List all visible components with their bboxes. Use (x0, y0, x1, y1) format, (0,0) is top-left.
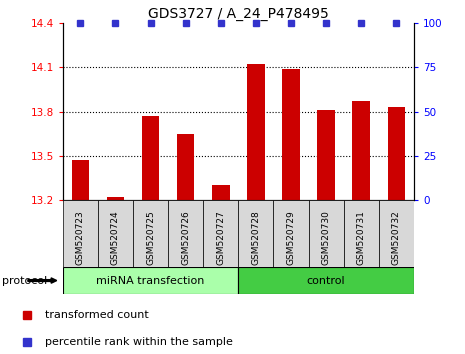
Bar (142, 116, 159, 200)
Text: GSM520732: GSM520732 (392, 210, 401, 265)
Text: GSM520728: GSM520728 (252, 210, 260, 265)
Text: GSM520724: GSM520724 (111, 210, 120, 265)
Bar (203, 200, 239, 267)
Bar (168, 200, 203, 267)
Bar (133, 200, 168, 267)
Bar (239, 200, 273, 267)
Bar (379, 200, 414, 267)
Bar (352, 101, 370, 200)
Text: GSM520727: GSM520727 (216, 210, 225, 265)
Text: miRNA transfection: miRNA transfection (96, 275, 205, 286)
Bar (63, 267, 239, 294)
Text: GSM520730: GSM520730 (322, 210, 331, 265)
Bar (72, 160, 89, 200)
Bar (98, 200, 133, 267)
Bar (106, 197, 124, 200)
Bar (282, 69, 300, 200)
Bar (344, 200, 379, 267)
Bar (273, 200, 309, 267)
Text: percentile rank within the sample: percentile rank within the sample (45, 337, 233, 347)
Bar (309, 200, 344, 267)
Text: transformed count: transformed count (45, 310, 149, 320)
Text: GSM520723: GSM520723 (76, 210, 85, 265)
Bar (247, 64, 265, 200)
Bar (387, 107, 405, 200)
Bar (63, 200, 98, 267)
Text: GSM520731: GSM520731 (357, 210, 365, 265)
Bar (212, 185, 230, 200)
Text: GSM520729: GSM520729 (286, 210, 295, 265)
Bar (177, 134, 194, 200)
Title: GDS3727 / A_24_P478495: GDS3727 / A_24_P478495 (148, 7, 329, 21)
Bar (239, 267, 414, 294)
Text: GSM520726: GSM520726 (181, 210, 190, 265)
Text: control: control (307, 275, 345, 286)
Text: GSM520725: GSM520725 (146, 210, 155, 265)
Text: protocol: protocol (2, 275, 47, 286)
Bar (317, 110, 335, 200)
